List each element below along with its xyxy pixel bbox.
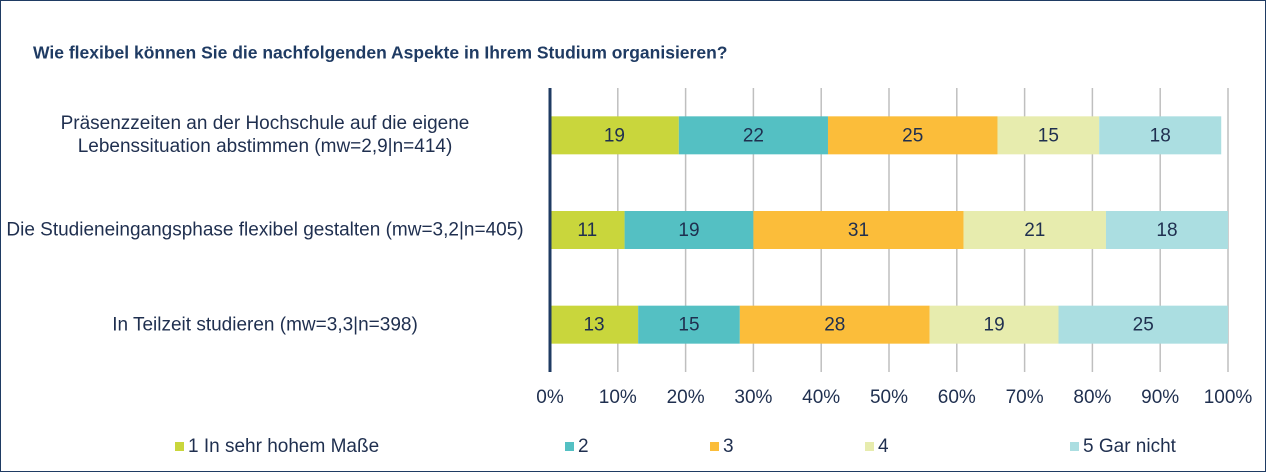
legend-swatch	[710, 442, 719, 451]
legend-label: 5 Gar nicht	[1083, 436, 1177, 457]
bar-segment	[1099, 116, 1222, 155]
legend-swatch	[1070, 442, 1079, 451]
bar-segment	[827, 116, 998, 155]
data-label: 25	[902, 125, 923, 146]
x-tick-label: 50%	[870, 387, 908, 408]
category-label: Präsenzzeiten an der Hochschule auf die …	[60, 113, 470, 158]
bar-segment	[997, 116, 1100, 155]
category-label: Die Studieneingangsphase flexibel gestal…	[6, 219, 524, 241]
data-label: 28	[824, 315, 845, 336]
x-tick-label: 20%	[667, 387, 705, 408]
x-tick-label: 40%	[802, 387, 840, 408]
bar-segment	[550, 211, 625, 249]
bar-segment	[550, 305, 639, 344]
data-label: 21	[1024, 220, 1045, 241]
data-label: 13	[583, 315, 604, 336]
legend-swatch	[565, 442, 574, 451]
legend-swatch	[865, 442, 874, 451]
bar-segment	[550, 116, 679, 155]
bar-segment	[1058, 305, 1228, 344]
data-label: 18	[1150, 125, 1171, 146]
chart-title: Wie flexibel können Sie die nachfolgende…	[33, 43, 727, 63]
x-tick-label: 0%	[536, 387, 564, 408]
legend-swatch	[175, 442, 184, 451]
x-tick-label: 30%	[734, 387, 772, 408]
x-tick-label: 60%	[938, 387, 976, 408]
data-label: 15	[678, 315, 699, 336]
data-label: 19	[984, 315, 1005, 336]
bar-segment	[963, 211, 1106, 249]
bar-segment	[753, 211, 964, 249]
data-label: 18	[1156, 220, 1177, 241]
x-tick-label: 80%	[1073, 387, 1111, 408]
x-tick-label: 90%	[1141, 387, 1179, 408]
bar-segment	[929, 305, 1059, 344]
x-tick-label: 10%	[599, 387, 637, 408]
data-label: 19	[604, 125, 625, 146]
category-label: In Teilzeit studieren (mw=3,3|n=398)	[112, 314, 418, 336]
data-label: 22	[743, 125, 764, 146]
legend-label: 4	[878, 436, 889, 457]
legend-label: 1 In sehr hohem Maße	[188, 436, 379, 457]
data-label: 25	[1133, 315, 1154, 336]
legend-label: 3	[723, 436, 734, 457]
bar-segment	[739, 305, 930, 344]
bar-segment	[638, 305, 740, 344]
x-tick-label: 100%	[1204, 387, 1253, 408]
legend-label: 2	[578, 436, 589, 457]
bar-segment	[678, 116, 828, 155]
data-label: 19	[678, 220, 699, 241]
bar-segment	[624, 211, 754, 249]
data-label: 15	[1038, 125, 1059, 146]
x-tick-label: 70%	[1006, 387, 1044, 408]
bar-segment	[1105, 211, 1228, 249]
data-label: 11	[577, 220, 597, 241]
data-label: 31	[848, 220, 869, 241]
